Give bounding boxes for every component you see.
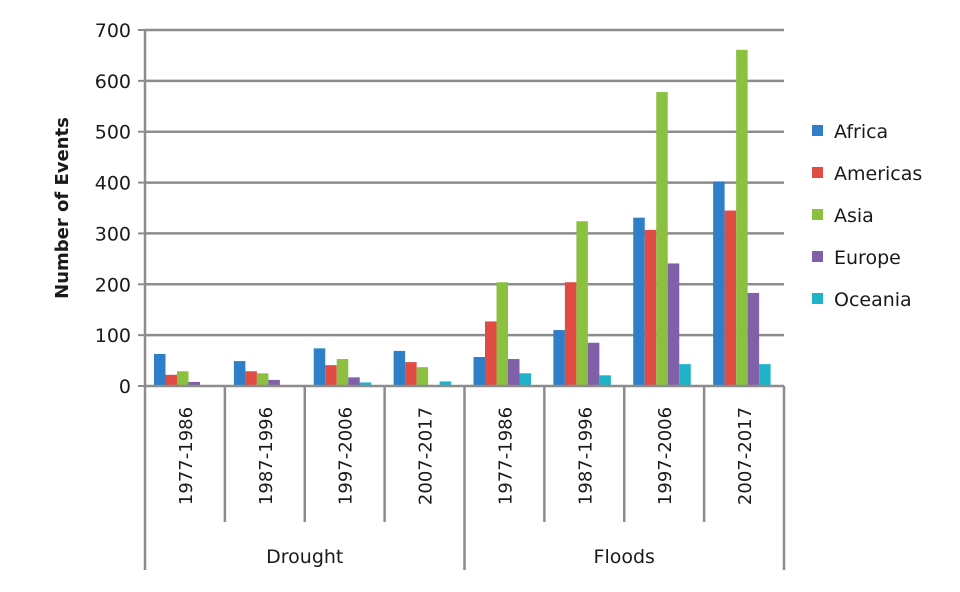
bar-europe-5 — [587, 342, 600, 386]
bar-americas-6 — [644, 229, 657, 386]
legend-item-europe: Europe — [812, 247, 901, 269]
bar-europe-7 — [747, 292, 760, 386]
y-tick-label: 200 — [95, 274, 131, 296]
group-label: Floods — [594, 546, 655, 568]
bar-africa-2 — [313, 348, 326, 386]
legend-swatch — [812, 251, 823, 262]
bar-africa-7 — [713, 181, 725, 386]
legend-label: Americas — [834, 163, 922, 185]
legend-swatch — [812, 125, 823, 136]
legend-label: Oceania — [834, 289, 912, 311]
bar-americas-1 — [245, 371, 257, 386]
bar-americas-0 — [165, 374, 177, 386]
legend-swatch — [812, 167, 823, 178]
bar-americas-7 — [724, 210, 737, 386]
y-tick-label: 400 — [95, 173, 131, 195]
legend-swatch — [812, 209, 823, 220]
bar-asia-4 — [496, 282, 508, 386]
bar-asia-2 — [336, 359, 349, 386]
bar-europe-1 — [268, 379, 280, 386]
category-labels: 1977-1986 1987-1996 1997-2006 2007-2017 Drou… — [176, 407, 756, 568]
bar-europe-4 — [508, 359, 520, 386]
bar-americas-4 — [485, 321, 497, 386]
bar-asia-1 — [256, 373, 269, 386]
y-axis-label: Number of Events — [52, 117, 73, 299]
bar-europe-2 — [348, 377, 360, 386]
bar-americas-2 — [325, 365, 337, 386]
bar-africa-1 — [233, 361, 246, 386]
y-tick-label: 0 — [119, 376, 131, 398]
bar-oceania-4 — [519, 373, 531, 386]
bar-africa-0 — [154, 353, 166, 386]
bar-oceania-6 — [679, 364, 691, 386]
bar-oceania-5 — [599, 375, 611, 386]
legend-item-americas: Americas — [812, 163, 922, 185]
legend: Africa Americas Asia Europe Oceania — [812, 121, 922, 311]
category-label: 1977-1986 — [495, 407, 516, 505]
legend-label: Africa — [834, 121, 888, 143]
category-label: 1987-1996 — [256, 407, 277, 505]
category-label: 1977-1986 — [176, 407, 197, 505]
axes — [138, 29, 786, 570]
bar-oceania-7 — [759, 364, 771, 386]
bar-europe-0 — [188, 381, 200, 386]
category-label: 1987-1996 — [575, 407, 596, 505]
bar-asia-5 — [576, 221, 588, 386]
bar-americas-5 — [564, 282, 577, 386]
legend-label: Asia — [834, 205, 874, 227]
gridlines — [145, 28, 784, 337]
category-label: 2007-2017 — [735, 407, 756, 505]
y-tick-label: 100 — [95, 325, 131, 347]
bars — [154, 49, 771, 386]
bar-americas-3 — [405, 362, 417, 386]
y-tick-labels: 0 100 200 300 400 500 600 700 — [95, 20, 131, 398]
legend-item-asia: Asia — [812, 205, 874, 227]
bar-africa-3 — [393, 350, 406, 386]
y-tick-label: 300 — [95, 223, 131, 245]
bar-africa-5 — [553, 330, 565, 386]
legend-label: Europe — [834, 247, 901, 269]
y-tick-label: 600 — [95, 71, 131, 93]
bar-europe-6 — [667, 263, 680, 386]
bar-asia-7 — [736, 49, 748, 386]
category-label: 1997-2006 — [655, 407, 676, 505]
category-label: 1997-2006 — [336, 407, 357, 505]
legend-swatch — [812, 293, 823, 304]
bar-asia-3 — [416, 367, 429, 386]
legend-item-africa: Africa — [812, 121, 888, 143]
group-label: Drought — [266, 546, 343, 568]
category-label: 2007-2017 — [416, 407, 437, 505]
y-tick-label: 700 — [95, 20, 131, 42]
bar-oceania-2 — [359, 382, 372, 386]
y-tick-label: 500 — [95, 122, 131, 144]
bar-africa-6 — [633, 217, 645, 386]
bar-africa-4 — [473, 357, 485, 386]
legend-item-oceania: Oceania — [812, 289, 912, 311]
bar-oceania-3 — [439, 381, 452, 386]
bar-asia-6 — [656, 92, 668, 386]
bar-asia-0 — [177, 371, 189, 386]
